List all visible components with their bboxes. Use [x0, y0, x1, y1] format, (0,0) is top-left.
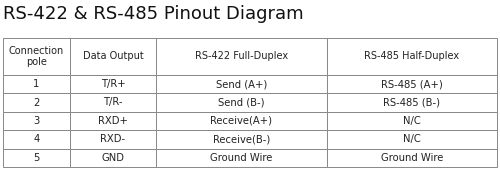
Bar — [70, 75, 156, 93]
Bar — [3, 93, 70, 112]
Bar — [326, 130, 497, 149]
Bar — [70, 149, 156, 167]
Text: GND: GND — [102, 153, 124, 163]
Text: 4: 4 — [33, 134, 40, 144]
Bar — [70, 130, 156, 149]
Bar — [326, 149, 497, 167]
Text: RS-485 (B-): RS-485 (B-) — [384, 98, 440, 107]
Text: Ground Wire: Ground Wire — [210, 153, 272, 163]
Bar — [70, 93, 156, 112]
Bar — [3, 149, 70, 167]
Bar — [3, 112, 70, 130]
Bar — [326, 112, 497, 130]
Bar — [70, 112, 156, 130]
Bar — [156, 149, 326, 167]
Text: Send (A+): Send (A+) — [216, 79, 267, 89]
Text: N/C: N/C — [403, 116, 420, 126]
Bar — [156, 75, 326, 93]
Bar — [156, 93, 326, 112]
Bar — [3, 38, 70, 75]
Bar — [156, 38, 326, 75]
Bar — [326, 38, 497, 75]
Text: Ground Wire: Ground Wire — [380, 153, 443, 163]
Text: 1: 1 — [33, 79, 40, 89]
Text: Send (B-): Send (B-) — [218, 98, 264, 107]
Bar — [3, 75, 70, 93]
Bar — [70, 38, 156, 75]
Text: 3: 3 — [33, 116, 40, 126]
Text: 2: 2 — [33, 98, 40, 107]
Text: Receive(A+): Receive(A+) — [210, 116, 272, 126]
Text: Data Output: Data Output — [82, 52, 144, 61]
Text: RS-485 (A+): RS-485 (A+) — [381, 79, 442, 89]
Text: N/C: N/C — [403, 134, 420, 144]
Text: RXD+: RXD+ — [98, 116, 128, 126]
Bar — [326, 93, 497, 112]
Text: Connection
pole: Connection pole — [8, 46, 64, 67]
Text: RS-422 Full-Duplex: RS-422 Full-Duplex — [195, 52, 288, 61]
Bar — [3, 130, 70, 149]
Bar — [156, 112, 326, 130]
Text: T/R-: T/R- — [103, 98, 122, 107]
Text: T/R+: T/R+ — [100, 79, 125, 89]
Text: RS-422 & RS-485 Pinout Diagram: RS-422 & RS-485 Pinout Diagram — [3, 5, 304, 23]
Text: 5: 5 — [33, 153, 40, 163]
Bar — [326, 75, 497, 93]
Bar — [156, 130, 326, 149]
Text: RXD-: RXD- — [100, 134, 126, 144]
Text: Receive(B-): Receive(B-) — [212, 134, 270, 144]
Text: RS-485 Half-Duplex: RS-485 Half-Duplex — [364, 52, 460, 61]
